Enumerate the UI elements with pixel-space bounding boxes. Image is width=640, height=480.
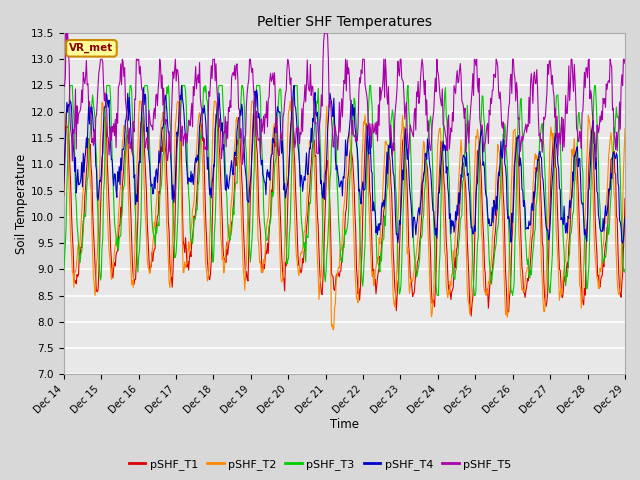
- pSHF_T4: [619, 240, 627, 246]
- pSHF_T4: [430, 208, 438, 214]
- pSHF_T1: [430, 299, 438, 304]
- pSHF_T4: [178, 83, 186, 88]
- Line: pSHF_T5: pSHF_T5: [64, 33, 625, 164]
- Text: VR_met: VR_met: [69, 43, 114, 53]
- pSHF_T1: [186, 255, 193, 261]
- pSHF_T1: [128, 238, 136, 243]
- pSHF_T4: [621, 215, 629, 220]
- pSHF_T1: [70, 271, 77, 277]
- pSHF_T5: [239, 161, 246, 167]
- pSHF_T2: [329, 327, 337, 333]
- pSHF_T3: [71, 151, 79, 157]
- pSHF_T5: [215, 124, 223, 130]
- pSHF_T2: [215, 180, 223, 186]
- pSHF_T2: [128, 282, 136, 288]
- pSHF_T5: [129, 152, 136, 157]
- Line: pSHF_T1: pSHF_T1: [64, 112, 625, 316]
- pSHF_T4: [60, 180, 68, 185]
- Line: pSHF_T3: pSHF_T3: [64, 85, 625, 296]
- pSHF_T1: [621, 196, 629, 202]
- pSHF_T5: [71, 125, 79, 131]
- Line: pSHF_T2: pSHF_T2: [64, 101, 625, 330]
- pSHF_T3: [60, 269, 68, 275]
- X-axis label: Time: Time: [330, 419, 359, 432]
- pSHF_T3: [66, 83, 74, 88]
- pSHF_T4: [186, 176, 193, 181]
- pSHF_T4: [128, 144, 136, 150]
- Y-axis label: Soil Temperature: Soil Temperature: [15, 154, 28, 254]
- pSHF_T1: [215, 142, 223, 147]
- pSHF_T2: [70, 285, 77, 290]
- pSHF_T4: [70, 150, 77, 156]
- pSHF_T5: [60, 82, 68, 87]
- pSHF_T5: [414, 79, 422, 84]
- pSHF_T3: [621, 270, 629, 276]
- pSHF_T5: [64, 30, 72, 36]
- pSHF_T3: [413, 270, 421, 276]
- pSHF_T2: [60, 128, 68, 134]
- pSHF_T2: [186, 248, 193, 254]
- pSHF_T1: [175, 109, 183, 115]
- pSHF_T1: [467, 313, 475, 319]
- pSHF_T2: [137, 98, 145, 104]
- pSHF_T4: [413, 217, 421, 223]
- pSHF_T2: [431, 255, 438, 261]
- pSHF_T3: [430, 219, 438, 225]
- pSHF_T3: [186, 201, 193, 206]
- pSHF_T5: [621, 60, 629, 66]
- pSHF_T5: [431, 90, 438, 96]
- Line: pSHF_T4: pSHF_T4: [64, 85, 625, 243]
- Title: Peltier SHF Temperatures: Peltier SHF Temperatures: [257, 15, 432, 29]
- pSHF_T5: [186, 119, 193, 124]
- pSHF_T1: [60, 193, 68, 199]
- pSHF_T3: [129, 117, 136, 122]
- pSHF_T4: [215, 90, 223, 96]
- pSHF_T1: [413, 259, 421, 265]
- Legend: pSHF_T1, pSHF_T2, pSHF_T3, pSHF_T4, pSHF_T5: pSHF_T1, pSHF_T2, pSHF_T3, pSHF_T4, pSHF…: [124, 455, 516, 474]
- pSHF_T3: [434, 293, 442, 299]
- pSHF_T2: [621, 126, 629, 132]
- pSHF_T2: [414, 233, 422, 239]
- pSHF_T3: [215, 83, 223, 88]
